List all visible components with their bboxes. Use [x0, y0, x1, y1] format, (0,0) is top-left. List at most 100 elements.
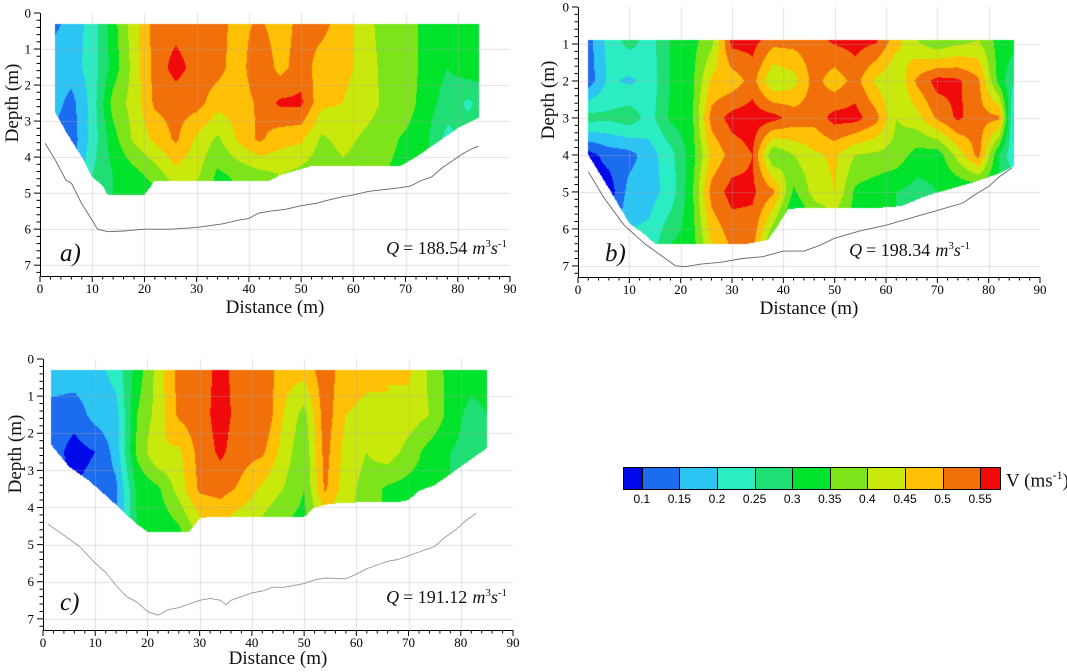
- q-symbol: Q: [386, 587, 400, 607]
- y-tick-label: 1: [28, 389, 35, 404]
- discharge-label: Q = 188.54 m3s-1: [292, 238, 507, 259]
- x-tick-label: 50: [295, 281, 308, 296]
- axes-a: 0 10 20 30 40 50 60 70 80 90 0 1 2 3 4 5 6 7: [25, 6, 517, 297]
- tick-labels: 0 10 20 30 40 50 60 70 80 90 0 1 2 3 4 5 6 7: [25, 6, 517, 297]
- axes-c: 0 10 20 30 40 50 60 70 80 90 0 1 2 3 4 5 6 7: [28, 352, 520, 651]
- bed-profile-line: [44, 143, 479, 233]
- x-tick-label: 40: [242, 281, 255, 296]
- x-tick-label: 60: [350, 635, 363, 650]
- y-tick-label: 4: [28, 500, 35, 515]
- x-tick-label: 90: [507, 635, 520, 650]
- colorbar-segment: [642, 468, 681, 489]
- panel-letter: a): [60, 240, 81, 267]
- x-tick-label: 20: [138, 281, 151, 296]
- colorbar-segment: [943, 468, 982, 489]
- axis-lines: [572, 6, 1041, 283]
- tick-labels: 0 10 20 30 40 50 60 70 80 90 0 1 2 3 4 5 6 7: [563, 0, 1047, 297]
- colorbar-segment: [868, 468, 906, 489]
- colorbar-segment: [624, 468, 643, 489]
- x-tick-label: 60: [880, 282, 893, 297]
- y-tick-label: 5: [563, 184, 570, 199]
- q-unit: m3s-1: [472, 587, 507, 607]
- y-tick-label: 3: [563, 110, 570, 125]
- q-value: = 198.34: [866, 240, 931, 260]
- y-tick-label: 2: [28, 426, 35, 441]
- y-tick-label: 2: [563, 73, 570, 88]
- y-tick-label: 3: [25, 114, 32, 129]
- colorbar-tick-label: 0.15: [667, 492, 692, 506]
- colorbar-tick-label: 0.55: [968, 492, 992, 506]
- x-tick-label: 80: [982, 282, 995, 297]
- y-tick-label: 1: [25, 42, 32, 57]
- y-tick-label: 6: [28, 574, 35, 589]
- axis-lines: [34, 12, 511, 282]
- colorbar-legend: V (ms-1) 0.1 0.15 0.2 0.25 0.3 0.35 0.4 0.45 0.5…: [600, 430, 1067, 530]
- contour-panel-b: Depth (m) Distance (m) b) Q = 198.34 m3s-1…: [533, 0, 1067, 334]
- x-tick-label: 10: [89, 635, 102, 650]
- colorbar-tick-label: 0.2: [708, 492, 726, 506]
- x-tick-label: 80: [451, 281, 464, 296]
- panel-letter: c): [60, 589, 80, 616]
- contour-panel-c: Depth (m) Distance (m) c) Q = 191.12 m3s-1…: [0, 337, 530, 672]
- x-tick-label: 40: [245, 635, 258, 650]
- x-tick-label: 70: [402, 635, 415, 650]
- y-tick-label: 7: [25, 258, 32, 273]
- x-tick-label: 30: [193, 635, 206, 650]
- y-axis-title: Depth (m): [538, 60, 559, 140]
- bed-profile-line: [47, 512, 477, 616]
- y-tick-label: 5: [25, 186, 32, 201]
- colorbar-tick-label: 0.25: [742, 492, 767, 506]
- axis-lines: [37, 358, 514, 636]
- x-tick-label: 0: [40, 635, 47, 650]
- colorbar-segment: [905, 468, 944, 489]
- x-tick-label: 20: [141, 635, 154, 650]
- colorbar-tick-label: 0.45: [893, 492, 917, 506]
- y-tick-label: 0: [563, 0, 570, 15]
- q-symbol: Q: [386, 238, 400, 258]
- colorbar-tick-label: 0.1: [633, 492, 651, 506]
- colorbar-title: V (ms-1): [1006, 468, 1067, 492]
- panel-letter: b): [605, 240, 626, 267]
- x-tick-label: 0: [575, 282, 582, 297]
- y-tick-label: 5: [28, 537, 35, 552]
- y-tick-label: 4: [25, 150, 32, 165]
- x-axis-title: Distance (m): [225, 297, 325, 318]
- y-tick-label: 7: [563, 258, 570, 273]
- q-unit: m3s-1: [935, 240, 970, 260]
- colorbar: [623, 467, 1001, 490]
- x-tick-label: 50: [298, 635, 311, 650]
- colorbar-segment: [981, 468, 1000, 489]
- y-tick-label: 6: [563, 221, 570, 236]
- x-tick-label: 30: [726, 282, 739, 297]
- x-tick-label: 20: [674, 282, 687, 297]
- x-tick-label: 0: [37, 281, 44, 296]
- x-tick-label: 10: [86, 281, 99, 296]
- x-tick-label: 10: [623, 282, 636, 297]
- colorbar-segment: [680, 468, 718, 489]
- colorbar-segment: [717, 468, 756, 489]
- colorbar-segment: [755, 468, 794, 489]
- colorbar-segment: [793, 468, 831, 489]
- colorbar-tick-label: 0.3: [783, 492, 801, 506]
- q-unit: m3s-1: [472, 238, 507, 258]
- discharge-label: Q = 191.12 m3s-1: [292, 587, 507, 608]
- y-tick-label: 7: [28, 611, 35, 626]
- x-tick-label: 90: [504, 281, 517, 296]
- y-tick-label: 0: [25, 6, 32, 21]
- x-axis-title: Distance (m): [759, 298, 859, 319]
- y-axis-title: Depth (m): [2, 63, 23, 143]
- x-tick-label: 70: [399, 281, 412, 296]
- axes-b: 0 10 20 30 40 50 60 70 80 90 0 1 2 3 4 5 6 7: [563, 0, 1047, 297]
- bed-profile-line: [587, 167, 1013, 268]
- y-tick-label: 0: [28, 352, 35, 367]
- x-tick-label: 90: [1034, 282, 1047, 297]
- x-tick-label: 50: [828, 282, 841, 297]
- colorbar-tick-label: 0.5: [934, 492, 951, 506]
- colorbar-tick-label: 0.35: [818, 492, 842, 506]
- x-axis-title: Distance (m): [228, 648, 328, 669]
- contour-field-b: [578, 7, 1040, 277]
- contour-panel-a: Depth (m) Distance (m) a) Q = 188.54 m3s-1…: [0, 0, 530, 334]
- q-symbol: Q: [849, 240, 863, 260]
- x-tick-label: 60: [347, 281, 360, 296]
